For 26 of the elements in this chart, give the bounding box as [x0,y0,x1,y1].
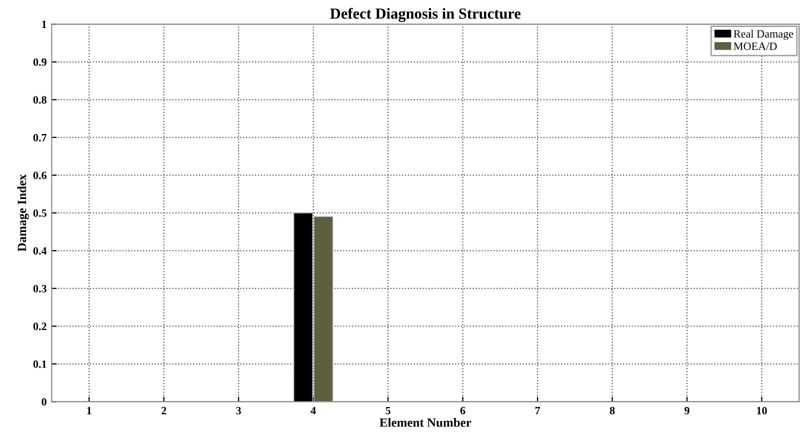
x-tick-label: 5 [386,406,390,414]
legend-label: Real Damage [734,30,794,40]
x-tick-label: 9 [684,406,690,414]
x-axis-title: Element Number [380,418,472,427]
y-tick-label: 1 [42,20,46,28]
x-tick-label: 3 [236,406,241,414]
x-tick-label: 10 [757,406,767,414]
y-tick-label: 0.1 [33,360,46,368]
y-tick-label: 0.4 [33,247,47,255]
y-tick-label: 0.9 [33,58,46,66]
x-tick-label: 2 [162,406,166,414]
y-tick-label: 0.6 [33,172,47,180]
legend-label: MOEA/D [734,42,777,50]
y-axis-title: Damage Index [17,174,29,252]
x-tick-label: 1 [87,406,92,414]
y-tick-label: 0 [42,398,46,406]
x-tick-label: 8 [610,406,615,414]
y-tick-label: 0.3 [33,284,46,292]
y-tick-label: 0.2 [33,322,46,330]
y-tick-label: 0.8 [33,96,46,104]
y-tick-label: 0.7 [33,134,47,142]
y-tick-label: 0.5 [33,209,46,217]
chart-title: Defect Diagnosis in Structure [330,8,521,22]
x-tick-label: 7 [535,406,540,414]
x-tick-label: 4 [310,406,316,414]
x-tick-label: 6 [460,406,466,414]
